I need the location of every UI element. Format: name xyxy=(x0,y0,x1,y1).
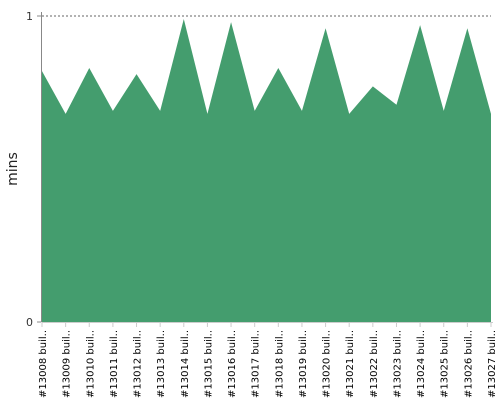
x-tick-label-13: #13021 buil.. xyxy=(345,330,356,398)
x-tick-label-5: #13013 buil.. xyxy=(156,330,167,398)
area-series xyxy=(42,19,491,323)
x-tick-label-19: #13027 buil.. xyxy=(487,330,498,398)
x-tick-label-8: #13016 buil.. xyxy=(227,330,238,398)
x-tick-label-16: #13024 buil.. xyxy=(416,330,427,398)
y-axis-label: mins xyxy=(5,152,21,186)
x-tick-label-6: #13014 buil.. xyxy=(180,330,191,398)
x-tick-label-3: #13011 buil.. xyxy=(109,330,120,398)
x-tick-label-2: #13010 buil.. xyxy=(85,330,96,398)
x-tick-label-10: #13018 buil.. xyxy=(274,330,285,398)
x-tick-label-14: #13022 buil.. xyxy=(369,330,380,398)
x-tick-label-17: #13025 buil.. xyxy=(440,330,451,398)
label-layer: 0 1 mins #13008 buil.. #13009 buil.. #13010 b… xyxy=(5,10,498,398)
x-tick-label-0: #13008 buil.. xyxy=(38,330,49,398)
x-tick-label-1: #13009 buil.. xyxy=(62,330,73,398)
y-tick-label-0: 0 xyxy=(26,316,33,329)
x-tick-label-18: #13026 buil.. xyxy=(463,330,474,398)
x-tick-label-12: #13020 buil.. xyxy=(322,330,333,398)
axis-layer xyxy=(37,12,493,327)
x-tick-label-11: #13019 buil.. xyxy=(298,330,309,398)
x-tick-label-15: #13023 buil.. xyxy=(392,330,403,398)
x-tick-label-9: #13017 buil.. xyxy=(251,330,262,398)
y-tick-label-1: 1 xyxy=(26,10,33,23)
area-layer xyxy=(41,19,492,323)
x-tick-label-4: #13012 buil.. xyxy=(133,330,144,398)
x-tick-label-7: #13015 buil.. xyxy=(203,330,214,398)
